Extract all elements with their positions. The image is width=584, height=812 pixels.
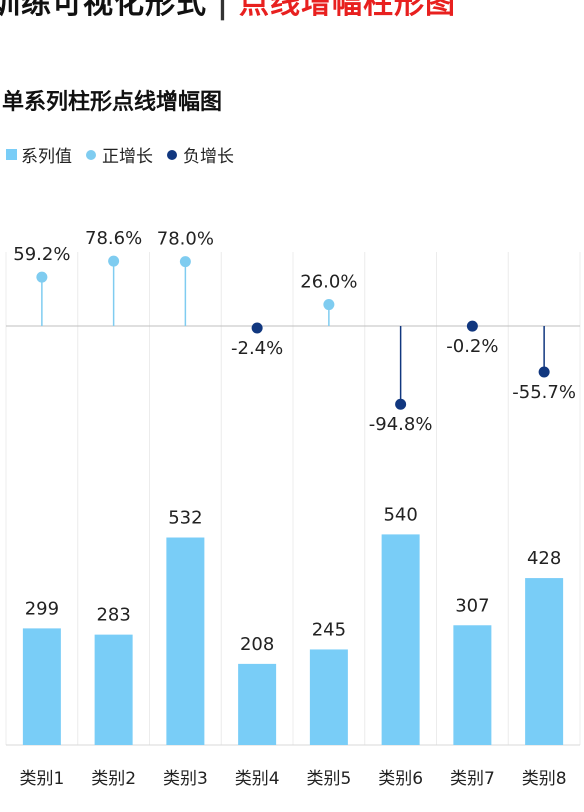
banner-highlight: 点线增幅柱形图 — [238, 0, 456, 21]
chart-legend: 系列值 正增长 负增长 — [6, 142, 248, 167]
growth-point-positive — [179, 256, 191, 268]
bar — [309, 649, 348, 745]
growth-label: -2.4% — [231, 338, 283, 359]
legend-label-negative: 负增长 — [183, 147, 234, 167]
growth-label: -0.2% — [446, 336, 498, 357]
category-label: 类别6 — [378, 769, 423, 789]
bar — [166, 537, 205, 745]
growth-label: -94.8% — [369, 414, 433, 435]
growth-label: 78.0% — [157, 229, 214, 250]
growth-point-negative — [538, 366, 550, 378]
growth-label: 26.0% — [300, 272, 357, 293]
bar-value-label: 283 — [96, 605, 130, 626]
category-label: 类别4 — [235, 769, 280, 789]
growth-label: 59.2% — [13, 244, 70, 265]
chart-title: 单系列柱形点线增幅图 — [2, 90, 223, 115]
category-label: 类别8 — [522, 769, 567, 789]
legend-item-series: 系列值 — [6, 142, 72, 167]
legend-item-negative: 负增长 — [167, 142, 234, 167]
legend-label-series: 系列值 — [21, 147, 72, 167]
legend-dot-icon — [167, 149, 177, 160]
bar — [238, 663, 277, 745]
legend-dot-icon — [86, 149, 96, 160]
growth-point-negative — [251, 322, 263, 334]
page-banner: 训练可视化形式 | 点线增幅柱形图 — [0, 0, 456, 22]
bar-value-label: 428 — [527, 548, 561, 569]
growth-point-negative — [466, 320, 478, 332]
bar-value-label: 299 — [25, 598, 59, 619]
banner-separator: | — [217, 0, 229, 21]
bar-value-label: 532 — [168, 508, 202, 529]
growth-point-positive — [108, 255, 120, 267]
bar-value-label: 208 — [240, 634, 274, 655]
bar — [525, 578, 564, 745]
bar-value-label: 540 — [383, 504, 417, 525]
legend-square-icon — [6, 149, 17, 160]
growth-label: -55.7% — [512, 382, 576, 403]
legend-label-positive: 正增长 — [102, 147, 153, 167]
bar — [94, 634, 133, 745]
growth-point-positive — [36, 271, 48, 283]
banner-text: 训练可视化形式 — [0, 0, 207, 21]
growth-label: 78.6% — [85, 228, 142, 249]
category-label: 类别1 — [19, 769, 64, 789]
legend-item-positive: 正增长 — [86, 142, 153, 167]
growth-point-positive — [323, 299, 335, 311]
bar — [22, 628, 61, 745]
bar-value-label: 245 — [312, 619, 346, 640]
bar — [453, 625, 492, 745]
category-label: 类别3 — [163, 769, 208, 789]
category-label: 类别2 — [91, 769, 136, 789]
category-label: 类别7 — [450, 769, 495, 789]
category-label: 类别5 — [306, 769, 351, 789]
bar — [381, 534, 420, 745]
growth-point-negative — [395, 398, 407, 410]
bar-value-label: 307 — [455, 595, 489, 616]
